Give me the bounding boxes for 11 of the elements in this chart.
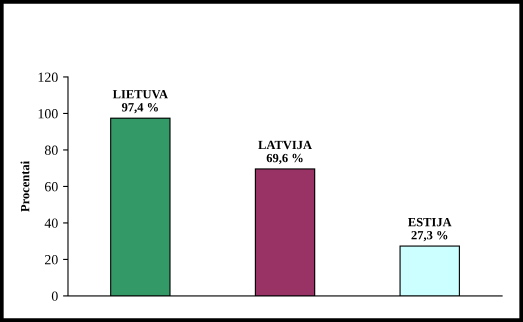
y-tick-label: 120: [38, 72, 58, 82]
data-label: ESTIJA 27,3 %: [408, 218, 452, 242]
y-tick-label: 100: [38, 109, 58, 118]
y-tick-label: 20: [44, 255, 58, 264]
y-tick-label: 80: [44, 146, 58, 155]
y-tick-label: 60: [44, 182, 58, 192]
y-tick-label: 40: [44, 218, 58, 228]
data-label: LIETUVA 97,4 %: [112, 90, 168, 114]
y-tick-label: 0: [52, 292, 58, 301]
y-axis-title: Procentai: [20, 161, 30, 212]
data-label: LATVIJA 69,6 %: [258, 140, 312, 164]
